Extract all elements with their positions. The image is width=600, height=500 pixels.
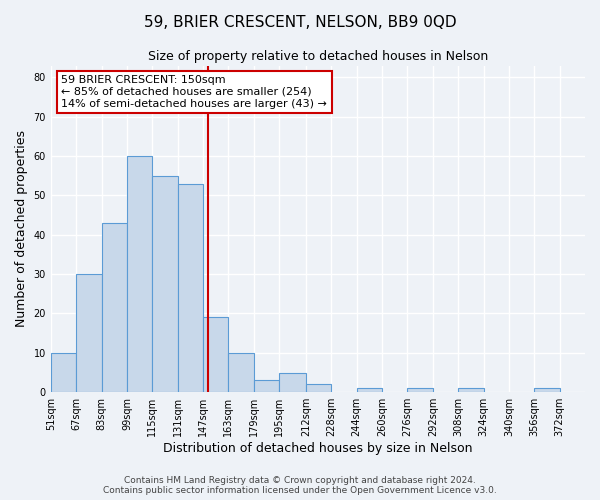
Bar (76, 274, 101, 392)
Bar (254, 380, 279, 392)
Bar (306, 384, 331, 392)
Bar (229, 353, 254, 392)
Bar (178, 184, 203, 392)
Bar (203, 318, 229, 392)
Y-axis label: Number of detached properties: Number of detached properties (15, 130, 28, 328)
Title: Size of property relative to detached houses in Nelson: Size of property relative to detached ho… (148, 50, 488, 63)
Bar (101, 223, 127, 392)
Bar (407, 388, 433, 392)
Bar (357, 388, 382, 392)
Bar (127, 156, 152, 392)
Text: 59 BRIER CRESCENT: 150sqm
← 85% of detached houses are smaller (254)
14% of semi: 59 BRIER CRESCENT: 150sqm ← 85% of detac… (61, 76, 328, 108)
X-axis label: Distribution of detached houses by size in Nelson: Distribution of detached houses by size … (163, 442, 473, 455)
Text: 59, BRIER CRESCENT, NELSON, BB9 0QD: 59, BRIER CRESCENT, NELSON, BB9 0QD (143, 15, 457, 30)
Bar (51, 353, 76, 392)
Bar (279, 372, 306, 392)
Bar (152, 176, 178, 392)
Text: Contains HM Land Registry data © Crown copyright and database right 2024.
Contai: Contains HM Land Registry data © Crown c… (103, 476, 497, 495)
Bar (534, 388, 560, 392)
Bar (458, 388, 484, 392)
